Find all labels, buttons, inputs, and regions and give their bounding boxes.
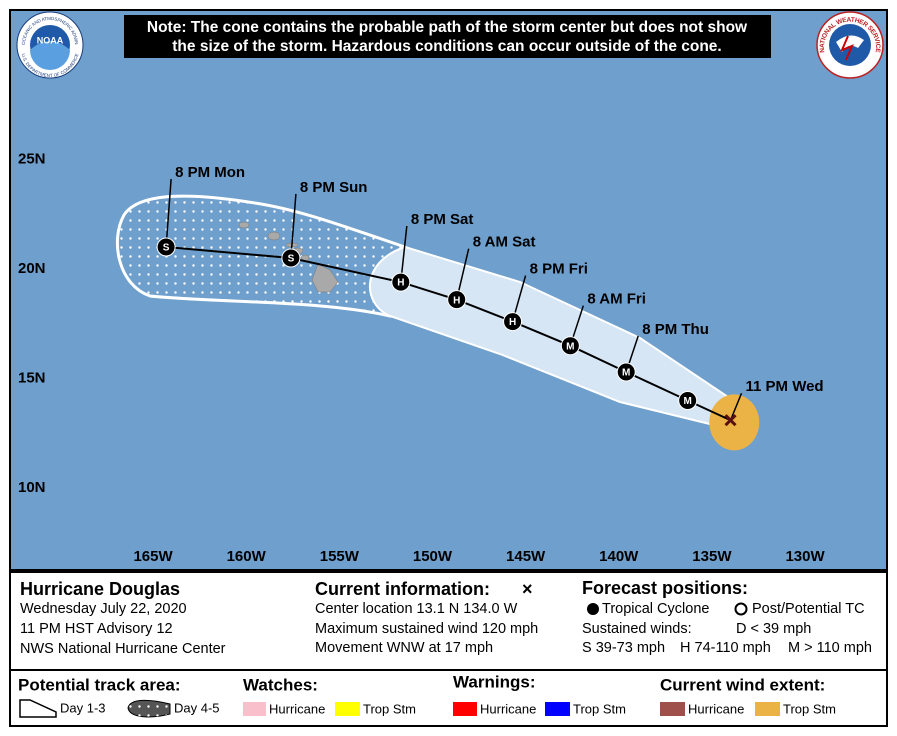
legend-icon [587, 603, 599, 615]
current-title: Current information: [315, 579, 490, 599]
legend-label: Tropical Cyclone [602, 601, 709, 617]
point-symbol: M [684, 396, 692, 407]
watches-title: Watches: [243, 675, 318, 694]
time-label: 8 PM Thu [642, 321, 709, 338]
point-symbol: H [397, 278, 404, 289]
storm-name: Hurricane Douglas [20, 579, 180, 599]
legend-swatch [335, 702, 360, 716]
winds-label: M > 110 mph [788, 640, 872, 656]
leader-line [165, 178, 172, 248]
point-symbol: S [288, 254, 295, 265]
forecast-point [616, 362, 636, 382]
y-tick-label: 10N [18, 479, 46, 496]
current-symbol: × [522, 579, 533, 599]
legend-swatch [243, 702, 266, 716]
leader-line [290, 193, 297, 259]
y-tick-label: 25N [18, 150, 46, 167]
legend-label: Post/Potential TC [752, 601, 865, 617]
islands [238, 221, 339, 293]
winds-title: Sustained winds: [582, 621, 692, 637]
nws-logo: NATIONAL WEATHER SERVICE [816, 11, 884, 79]
forecast-title: Forecast positions: [582, 578, 748, 598]
legend-label: Hurricane [480, 701, 536, 716]
x-tick-label: 155W [320, 548, 360, 565]
point-symbol: H [453, 295, 460, 306]
note: Note: The cone contains the probable pat… [147, 19, 748, 36]
current-info: Maximum sustained wind 120 mph [315, 621, 538, 637]
current-position [724, 414, 737, 427]
time-label: 8 PM Sat [411, 211, 474, 228]
x-tick-label: 145W [506, 548, 546, 565]
time-label: 8 PM Sun [300, 179, 368, 196]
map: 165W 160W 155W 150W 145W 140W 135W 130W 25N 20N 15… [18, 150, 825, 565]
warnings-title: Warnings: [453, 672, 535, 691]
note: the size of the storm. Hazardous conditi… [172, 38, 721, 55]
track-area-title: Potential track area: [18, 675, 181, 694]
current-info: Center location 13.1 N 134.0 W [315, 601, 518, 617]
legend-swatch [755, 702, 780, 716]
forecast-point [391, 272, 411, 292]
time-label: 8 AM Sat [473, 234, 536, 251]
legend-label: Trop Stm [363, 701, 416, 716]
legend-swatch [660, 702, 685, 716]
legend-icon [128, 700, 170, 717]
forecast-point [678, 391, 698, 411]
legend-icon [19, 699, 57, 718]
x-tick-label: 135W [692, 548, 732, 565]
x-tick-label: 160W [227, 548, 267, 565]
storm-info: NWS National Hurricane Center [20, 641, 226, 657]
logo-text: NOAA [37, 35, 64, 45]
winds-label: H 74-110 mph [680, 640, 771, 656]
leader-line [729, 392, 743, 421]
time-label: 8 AM Fri [587, 291, 646, 308]
winds-label: D < 39 mph [736, 621, 811, 637]
info-panel [9, 571, 888, 727]
forecast-point [560, 336, 580, 356]
note-box [124, 15, 771, 58]
x-tick-label: 140W [599, 548, 639, 565]
y-tick-label: 20N [18, 260, 46, 277]
x-tick-label: 150W [413, 548, 453, 565]
winds-label: S 39-73 mph [582, 640, 665, 656]
time-label: 11 PM Wed [746, 378, 824, 395]
legend-label: Hurricane [269, 701, 325, 716]
storm-info: 11 PM HST Advisory 12 [20, 621, 173, 637]
time-label: 8 PM Mon [175, 164, 245, 181]
forecast-point [503, 312, 523, 332]
legend-label: Trop Stm [783, 701, 836, 716]
wind-title: Current wind extent: [660, 675, 825, 694]
time-label: 8 PM Fri [530, 261, 588, 278]
forecast-point [447, 290, 467, 310]
storm-info: Wednesday July 22, 2020 [20, 601, 187, 617]
forecast-point [281, 248, 301, 268]
current-info: Movement WNW at 17 mph [315, 640, 493, 656]
forecast-point [156, 237, 176, 257]
point-symbol: H [509, 317, 516, 328]
x-tick-label: 165W [133, 548, 173, 565]
x-tick-label: 130W [785, 548, 825, 565]
legend-swatch [545, 702, 570, 716]
legend-label: Hurricane [688, 701, 744, 716]
legend-swatch [453, 702, 477, 716]
legend-icon [734, 602, 748, 616]
legend-label: Day 4-5 [174, 700, 220, 715]
point-symbol: S [163, 243, 170, 254]
legend-label: Day 1-3 [60, 700, 106, 715]
point-symbol: M [566, 341, 574, 352]
legend-label: Trop Stm [573, 701, 626, 716]
y-tick-label: 15N [18, 370, 46, 387]
point-symbol: M [622, 368, 630, 379]
